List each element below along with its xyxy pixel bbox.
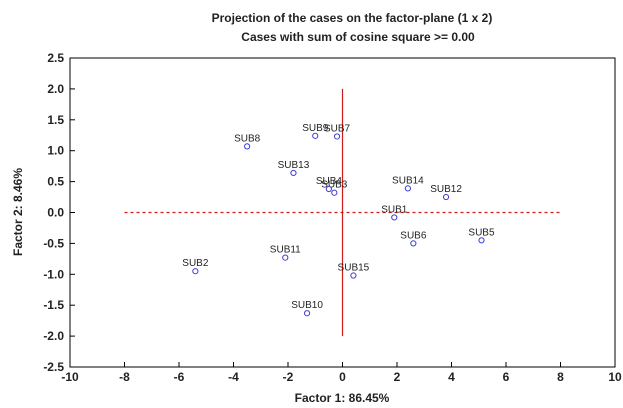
- data-point: [244, 143, 251, 150]
- point-label: SUB15: [338, 263, 370, 274]
- x-tick-label: 4: [448, 370, 455, 384]
- chart-subtitle: Cases with sum of cosine square >= 0.00: [241, 30, 475, 44]
- data-point: [404, 185, 411, 192]
- point-label: SUB14: [392, 175, 424, 186]
- point-label: SUB13: [278, 160, 310, 171]
- x-tick-label: -8: [119, 370, 130, 384]
- point-label: SUB1: [381, 204, 408, 215]
- point-label: SUB7: [324, 123, 351, 134]
- data-point: [282, 254, 289, 261]
- point-label: SUB11: [270, 245, 301, 256]
- data-point: [478, 237, 485, 244]
- point-label: SUB9: [302, 123, 329, 134]
- y-tick-label: 0.5: [47, 175, 64, 189]
- point-label: SUB12: [430, 184, 462, 195]
- x-tick-label: -2: [283, 370, 294, 384]
- x-tick-label: 6: [503, 370, 510, 384]
- point-label: SUB8: [234, 133, 261, 144]
- y-tick-label: -2.5: [43, 360, 64, 374]
- y-tick-label: 1.0: [47, 144, 64, 158]
- point-label: SUB5: [468, 227, 495, 238]
- point-label: SUB10: [291, 300, 323, 311]
- y-tick-label: 2.0: [47, 82, 64, 96]
- point-label: SUB3: [321, 180, 348, 191]
- x-tick-label: -10: [61, 370, 79, 384]
- point-label: SUB4: [316, 176, 343, 187]
- data-point: [410, 240, 417, 247]
- data-point: [350, 272, 357, 279]
- x-tick-label: -4: [228, 370, 239, 384]
- x-tick-label: 0: [339, 370, 346, 384]
- chart-title: Projection of the cases on the factor-pl…: [212, 11, 493, 25]
- y-tick-label: -1.5: [43, 298, 64, 312]
- data-point: [331, 189, 338, 196]
- data-point: [325, 185, 332, 193]
- y-axis-ticks: 2.5 2.0 1.5 1.0 0.5 0.0 -0.5 -1.0 -1.5 -2.0 -2.5: [43, 51, 75, 374]
- x-axis-ticks: -10 -8 -6 -4 -2 0 2 4 6 8 10: [61, 362, 622, 384]
- point-label: SUB6: [400, 230, 427, 241]
- y-axis-title: Factor 2: 8.46%: [11, 168, 25, 256]
- y-tick-label: 0.0: [47, 206, 64, 220]
- y-tick-label: -0.5: [43, 236, 64, 250]
- data-point: [333, 133, 341, 140]
- x-tick-label: 2: [394, 370, 401, 384]
- x-tick-label: -6: [174, 370, 185, 384]
- y-tick-label: -2.0: [43, 329, 64, 343]
- x-tick-label: 8: [557, 370, 564, 384]
- y-tick-label: -1.0: [43, 267, 64, 281]
- x-tick-label: 10: [608, 370, 622, 384]
- data-point: [442, 193, 450, 201]
- x-axis-title: Factor 1: 86.45%: [295, 391, 390, 405]
- data-point: [312, 132, 319, 139]
- y-tick-label: 1.5: [47, 113, 64, 127]
- data-point: [391, 214, 398, 221]
- data-point: [303, 310, 311, 317]
- y-tick-label: 2.5: [47, 51, 64, 65]
- data-point: [290, 169, 297, 177]
- reference-lines: [124, 88, 561, 337]
- point-label: SUB2: [182, 258, 209, 269]
- data-point: [192, 268, 199, 275]
